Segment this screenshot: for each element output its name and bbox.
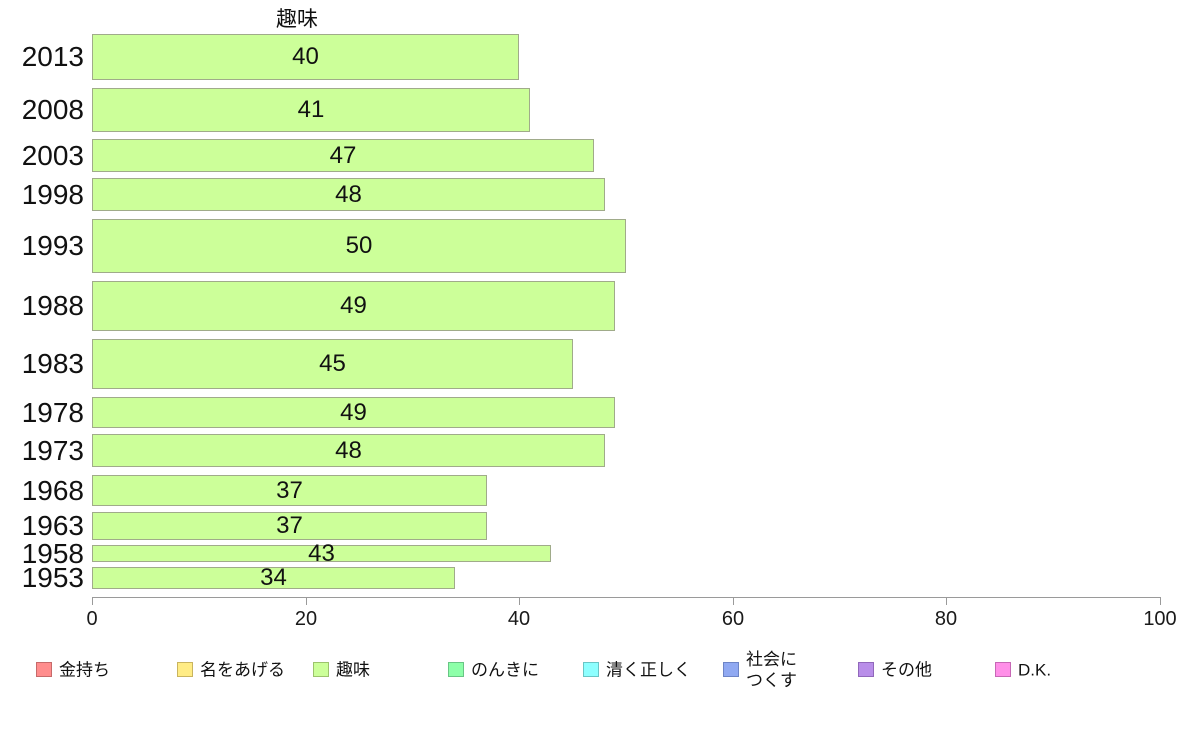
y-axis-label: 2008 (21, 94, 84, 125)
legend-label: D.K. (1018, 660, 1052, 680)
bar-value-label: 40 (292, 43, 319, 70)
x-axis-tick (519, 597, 520, 605)
y-axis-label: 1988 (21, 290, 84, 321)
bar (92, 139, 594, 172)
x-axis-tick-label: 20 (294, 608, 318, 630)
x-axis-tick (92, 597, 93, 605)
bar-value-label: 49 (340, 292, 367, 319)
bar-value-label: 43 (308, 539, 335, 567)
y-axis-label: 1968 (21, 474, 84, 506)
legend-label: 金持ち (59, 660, 110, 680)
bar (92, 219, 626, 273)
legend-label: のんきに (471, 660, 539, 680)
y-axis-label: 1978 (21, 396, 84, 428)
x-axis-tick-label: 60 (721, 608, 745, 630)
y-axis-label: 2013 (21, 41, 84, 72)
bar (92, 567, 455, 589)
y-axis-label: 1998 (21, 178, 84, 210)
bar (92, 88, 530, 132)
bar-value-label: 37 (276, 512, 303, 539)
x-axis-tick-label: 100 (1143, 608, 1177, 630)
bar-value-label: 34 (260, 564, 287, 591)
x-axis-tick (733, 597, 734, 605)
legend-label: その他 (881, 660, 932, 680)
y-axis-label: 1963 (21, 510, 84, 541)
bar (92, 34, 519, 80)
legend-label: 趣味 (336, 660, 370, 680)
bar (92, 512, 487, 540)
y-axis-label: 1973 (21, 434, 84, 466)
x-axis-tick-label: 80 (934, 608, 958, 630)
y-axis-label: 1953 (21, 562, 84, 593)
bar-value-label: 49 (340, 398, 367, 426)
legend-swatch (36, 662, 52, 677)
bar-value-label: 47 (329, 141, 357, 169)
legend-label: 名をあげる (200, 660, 285, 680)
legend-label: 清く正しく (606, 660, 691, 680)
legend-swatch (313, 662, 329, 677)
legend-swatch (858, 662, 874, 677)
bar (92, 545, 551, 562)
y-axis-label: 2003 (21, 139, 84, 171)
y-axis-label: 1958 (21, 537, 84, 569)
bar (92, 281, 615, 331)
x-axis-tick (306, 597, 307, 605)
x-axis-tick-label: 40 (507, 608, 531, 630)
bar-value-label: 41 (297, 96, 325, 123)
x-axis-tick (1160, 597, 1161, 605)
bar-value-label: 48 (335, 180, 362, 208)
x-axis-tick (946, 597, 947, 605)
x-axis-tick-label: 0 (86, 608, 98, 630)
legend-swatch (448, 662, 464, 677)
bar-value-label: 37 (276, 476, 303, 504)
bar (92, 475, 487, 506)
bar-value-label: 45 (319, 350, 346, 377)
legend-swatch (995, 662, 1011, 677)
legend-swatch (583, 662, 599, 677)
bar (92, 178, 605, 211)
bar-value-label: 50 (345, 232, 373, 259)
bar (92, 434, 605, 467)
y-axis-label: 1983 (21, 348, 84, 379)
chart-title: 趣味 (276, 8, 318, 31)
bar (92, 397, 615, 428)
y-axis-label: 1993 (21, 230, 84, 261)
legend-label: 社会に つくす (746, 649, 797, 690)
x-axis-line (92, 597, 1161, 598)
bar (92, 339, 573, 389)
legend-swatch (723, 662, 739, 677)
bar-value-label: 48 (335, 436, 362, 464)
legend-swatch (177, 662, 193, 677)
